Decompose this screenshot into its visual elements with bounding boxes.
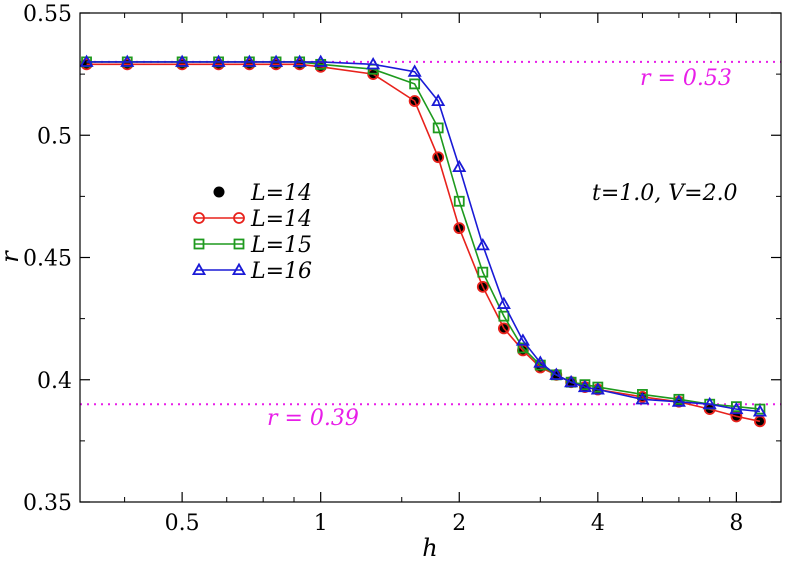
legend-marker [193,212,205,224]
y-tick-label: 0.45 [23,247,72,272]
series-line [86,63,761,423]
series-1 [80,58,766,428]
series-layer [79,54,767,428]
legend-label: L=14 [250,181,312,206]
data-point [269,54,284,67]
data-point [407,64,422,77]
series-0 [81,58,766,427]
x-axis-label: h [422,534,437,561]
x-tick-label: 1 [314,511,328,536]
x-tick-label: 8 [729,511,743,536]
data-point [577,379,592,393]
data-point [432,151,445,164]
legend-label: L=16 [250,259,312,284]
data-point [729,401,744,415]
data-point [754,415,766,427]
series-3 [79,54,767,417]
legend-marker [233,238,245,250]
legend-label: L=15 [250,233,312,258]
legend-item-2: L=15 [193,233,312,258]
data-point [496,296,511,309]
legend-item-1: L=14 [193,207,312,232]
series-line [86,61,760,413]
data-point [533,355,548,368]
x-tick-label: 0.5 [165,511,200,536]
data-point [476,280,489,293]
data-point [497,322,510,335]
data-point [515,333,530,346]
data-point [120,54,135,67]
data-point [671,394,686,407]
data-point [517,342,529,354]
y-tick-label: 0.4 [37,369,72,394]
data-point [564,374,579,388]
data-point [590,382,605,395]
legend-marker [191,262,207,276]
data-point [453,195,465,207]
data-point [409,78,421,90]
reference-lines: r = 0.53 r = 0.39 [80,60,781,431]
reference-line-label: r = 0.39 [267,406,359,431]
legend-label: L=14 [250,207,312,232]
data-point [242,54,257,67]
y-axis-label: r [0,250,24,263]
data-point [211,54,226,67]
data-point [313,54,328,67]
y-tick-label: 0.5 [37,124,72,149]
data-point [752,404,767,417]
data-point [432,122,444,134]
data-point [475,237,490,251]
data-point [477,266,489,278]
data-point [292,54,307,67]
data-point [79,54,94,67]
x-tick-label: 4 [591,511,605,536]
data-point [453,222,466,235]
series-2 [81,56,766,415]
data-point [498,310,510,322]
legend-item-0: L=14 [213,181,312,206]
legend-marker [193,238,205,250]
legend: L=14L=14L=15L=16 [191,181,312,284]
parameter-annotation: t=1.0, V=2.0 [592,181,738,206]
axes: 0.5 1 2 4 8 0.35 0.4 0.45 0.5 0.55 [23,2,781,536]
data-point [549,367,564,380]
data-point [431,93,446,107]
data-point [175,54,190,67]
x-tick-label: 2 [452,511,466,536]
data-point [702,396,717,410]
y-tick-label: 0.35 [23,491,72,516]
data-point [408,95,421,107]
legend-marker [213,186,225,198]
reference-line-label: r = 0.53 [640,66,732,91]
data-point [635,391,650,405]
y-tick-label: 0.55 [23,2,72,27]
data-point [366,57,381,70]
legend-item-3: L=16 [191,259,312,284]
series-line [86,61,760,410]
legend-marker [231,262,247,276]
data-point [452,159,467,173]
legend-marker [233,212,245,224]
